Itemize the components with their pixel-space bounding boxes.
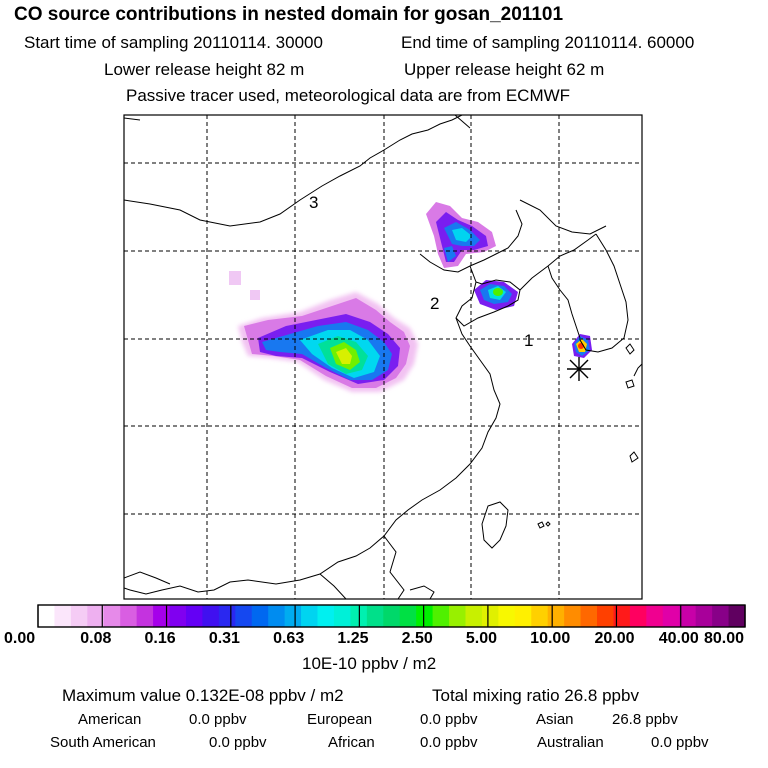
colorbar-tick-label: 5.00: [465, 630, 498, 647]
colorbar-tick-label: 0.63: [273, 630, 305, 647]
colorbar-tick-label: 80.00: [704, 630, 745, 647]
lat-lon-grid: [124, 115, 642, 599]
sampling-end-time: End time of sampling 20110114. 60000: [401, 33, 695, 52]
figure-title: CO source contributions in nested domain…: [14, 4, 564, 25]
korea-hotspot: [572, 334, 592, 358]
region-european-name: European: [307, 711, 373, 728]
region-asian-name: Asian: [536, 711, 574, 728]
inland-plume: [238, 292, 418, 392]
concentration-plumes: [229, 202, 592, 392]
region-label-2: 2: [430, 294, 439, 313]
map-frame: [123, 114, 643, 600]
region-american-value: 0.0 ppbv: [189, 711, 247, 728]
colorbar-tick-label: 2.50: [401, 630, 433, 647]
colorbar-unit-label: 10E-10 ppbv / m2: [302, 654, 437, 673]
region-australian-value: 0.0 ppbv: [651, 734, 709, 751]
tracer-note: Passive tracer used, meteorological data…: [126, 86, 571, 105]
maximum-value: Maximum value 0.132E-08 ppbv / m2: [62, 686, 344, 705]
region-label-3: 3: [309, 193, 318, 212]
faint-plume-patches: [229, 271, 260, 300]
receptor-marker: [567, 357, 591, 381]
colorbar-tick-label: 40.00: [658, 630, 699, 647]
region-african-value: 0.0 ppbv: [420, 734, 478, 751]
region-south-american-name: South American: [50, 734, 156, 751]
colorbar-tick-label: 1.25: [337, 630, 369, 647]
region-european-value: 0.0 ppbv: [420, 711, 478, 728]
colorbar-tick-label: 0.08: [80, 630, 112, 647]
region-asian-value: 26.8 ppbv: [612, 711, 678, 728]
colorbar-tick-label: 10.00: [530, 630, 571, 647]
map-panel: 1 2 3: [123, 114, 643, 600]
lower-release-height: Lower release height 82 m: [104, 60, 305, 79]
region-label-1: 1: [524, 331, 533, 350]
colorbar-tick-label: 0.16: [144, 630, 176, 647]
colorbar-tick-label: 20.00: [594, 630, 635, 647]
north-coast-plume: [426, 202, 496, 268]
colorbar-tick-label: 0.00: [4, 630, 36, 647]
colorbar-tick-label: 0.31: [208, 630, 240, 647]
sampling-start-time: Start time of sampling 20110114. 30000: [24, 33, 323, 52]
region-american-name: American: [78, 711, 142, 728]
region-south-american-value: 0.0 ppbv: [209, 734, 267, 751]
region-african-name: African: [328, 734, 375, 751]
region-australian-name: Australian: [537, 734, 604, 751]
upper-release-height: Upper release height 62 m: [404, 60, 605, 79]
shandong-plume: [474, 280, 518, 310]
total-mixing-ratio: Total mixing ratio 26.8 ppbv: [432, 686, 639, 705]
coastlines-borders: [124, 115, 642, 599]
